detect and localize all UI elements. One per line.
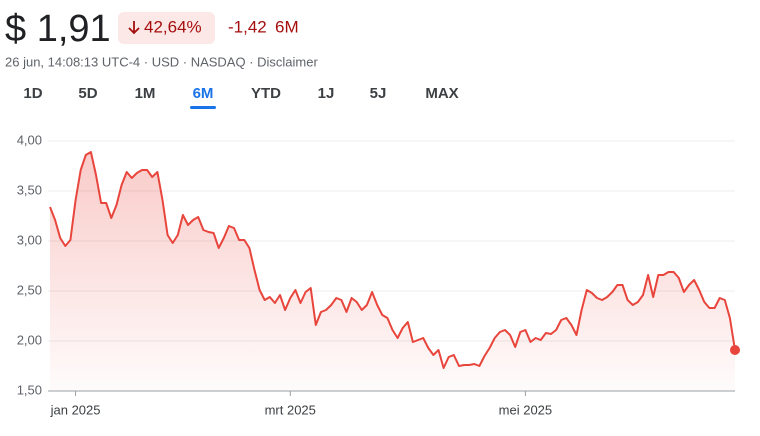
x-tick-label: mei 2025 bbox=[499, 402, 552, 417]
info: 26 jun, 14:08:13 UTC-4 · USD · NASDAQ · … bbox=[5, 54, 318, 69]
last-point bbox=[730, 345, 740, 355]
price-line bbox=[49, 151, 736, 369]
change: -1,42 bbox=[228, 17, 267, 36]
area bbox=[50, 152, 735, 391]
tab[interactable]: 1D bbox=[23, 85, 42, 102]
tabs: 1D 5D 1M 6M YTD 1J 5J MAX bbox=[23, 85, 459, 109]
down-arrow-icon bbox=[128, 21, 140, 35]
plot: 1,50 2,00 2,50 3,00 3,50 4,00 jan 2025 mrt 2025… bbox=[17, 132, 740, 417]
y-tick-label: 2,50 bbox=[17, 282, 42, 297]
tab-indicator bbox=[190, 106, 216, 109]
tab[interactable]: YTD bbox=[251, 85, 281, 102]
period: 6M bbox=[275, 17, 299, 36]
change-percent: 42,64% bbox=[144, 17, 202, 36]
y-tick-label: 1,50 bbox=[17, 382, 42, 397]
tab[interactable]: 5D bbox=[78, 85, 97, 102]
x-tick-label: mrt 2025 bbox=[265, 402, 316, 417]
x-tick-label: jan 2025 bbox=[50, 402, 101, 417]
tab[interactable]: 5J bbox=[370, 85, 387, 102]
change-badge bbox=[118, 12, 215, 44]
tab[interactable]: 1J bbox=[318, 85, 335, 102]
tab[interactable]: 1M bbox=[135, 85, 156, 102]
tab[interactable]: MAX bbox=[425, 85, 458, 102]
y-tick-label: 3,50 bbox=[17, 182, 42, 197]
y-tick-label: 2,00 bbox=[17, 332, 42, 347]
y-tick-label: 4,00 bbox=[17, 132, 42, 147]
price: $ 1,91 bbox=[5, 8, 111, 50]
tab[interactable]: 6M bbox=[193, 85, 214, 102]
y-tick-label: 3,00 bbox=[17, 232, 42, 247]
